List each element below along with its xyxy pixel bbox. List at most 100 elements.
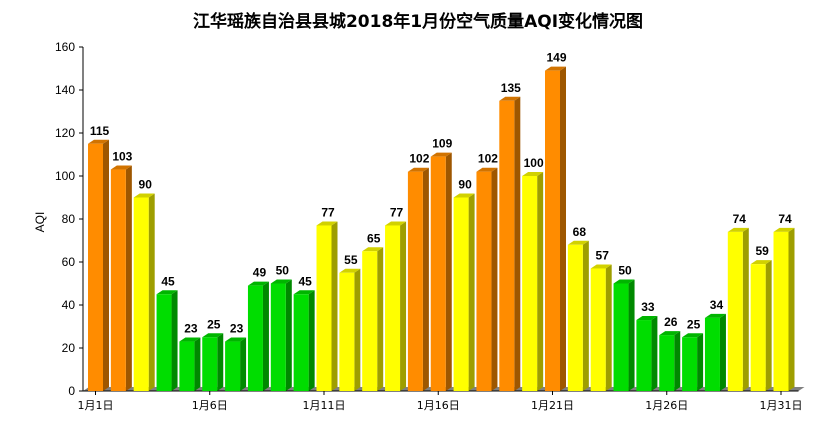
bar-front xyxy=(133,197,149,391)
bar-value-label: 77 xyxy=(390,205,404,219)
bar-top xyxy=(659,331,681,336)
bar-front xyxy=(293,294,309,391)
bar-front xyxy=(590,268,606,391)
bar-value-label: 49 xyxy=(253,266,267,280)
bar xyxy=(613,279,635,391)
bar xyxy=(704,313,726,391)
x-tick-label: 1月16日 xyxy=(417,399,460,412)
bar xyxy=(339,268,361,391)
bar-value-label: 57 xyxy=(596,248,610,262)
bar-value-label: 65 xyxy=(367,231,381,245)
bar xyxy=(636,316,658,391)
bar xyxy=(545,66,566,392)
bar-top xyxy=(225,337,247,342)
x-tick-label: 1月21日 xyxy=(531,399,574,412)
x-tick-label: 1月1日 xyxy=(78,399,114,412)
bar xyxy=(567,240,589,391)
bar-side xyxy=(674,331,681,391)
bar-front xyxy=(522,176,538,391)
bar-top xyxy=(727,227,749,232)
bar xyxy=(499,96,521,391)
bar-value-label: 74 xyxy=(778,212,792,226)
bar xyxy=(110,165,132,391)
bar xyxy=(727,227,749,391)
bar-value-label: 149 xyxy=(546,51,566,65)
bar-side xyxy=(240,337,247,391)
bar xyxy=(316,221,338,391)
bar-top xyxy=(407,167,429,172)
bar-value-label: 45 xyxy=(298,274,312,288)
bar-side xyxy=(628,279,635,391)
bar-side xyxy=(285,279,292,391)
bar-side xyxy=(742,227,749,391)
x-tick-label: 1月11日 xyxy=(303,399,346,412)
bar-side xyxy=(217,333,224,391)
bar-top xyxy=(636,316,658,321)
bar xyxy=(682,333,704,391)
bar-front xyxy=(750,264,766,391)
bar xyxy=(522,172,544,391)
bar-side xyxy=(377,247,384,391)
bar xyxy=(590,264,612,391)
bar-side xyxy=(537,172,544,391)
bar-side xyxy=(125,165,132,391)
bar-front xyxy=(316,225,332,391)
y-tick-label: 120 xyxy=(55,126,75,140)
bar xyxy=(247,281,269,391)
bar-front xyxy=(270,283,286,391)
x-tick-label: 1月31日 xyxy=(760,399,803,412)
bar-value-label: 74 xyxy=(733,212,747,226)
bar-front xyxy=(362,251,378,391)
bar-value-label: 77 xyxy=(321,205,335,219)
bar-front xyxy=(773,231,789,391)
x-tick-label: 1月26日 xyxy=(645,399,688,412)
bar xyxy=(179,337,201,391)
bar-value-label: 109 xyxy=(432,137,452,151)
bar-side xyxy=(765,260,772,391)
bar-value-label: 102 xyxy=(478,152,498,166)
bar-top xyxy=(385,221,407,226)
bar-value-label: 59 xyxy=(755,244,769,258)
bar-side xyxy=(422,167,429,391)
bar-value-label: 33 xyxy=(641,300,655,314)
bar-top xyxy=(247,281,269,286)
y-tick-label: 100 xyxy=(55,169,75,183)
bar-top xyxy=(179,337,201,342)
bar-top xyxy=(156,290,178,295)
bar-side xyxy=(491,167,498,391)
bar-side xyxy=(697,333,704,391)
bar xyxy=(773,227,795,391)
bar-front xyxy=(682,337,698,391)
bar-top xyxy=(133,193,155,198)
y-tick-label: 0 xyxy=(68,384,75,398)
bar-top xyxy=(773,227,795,232)
bar-top xyxy=(499,96,521,101)
chart-x-ticks: 1月1日 1月6日 1月11日 1月16日 1月21日 1月26日 1月31日 xyxy=(78,391,803,412)
bar-side xyxy=(331,221,338,391)
bar-front xyxy=(156,294,172,391)
bar-top xyxy=(362,247,384,252)
bar-top xyxy=(590,264,612,269)
bar-top xyxy=(270,279,292,284)
y-tick-label: 160 xyxy=(55,40,75,54)
bar-value-label: 50 xyxy=(618,264,632,278)
bar xyxy=(430,152,452,391)
y-tick-label: 40 xyxy=(62,298,76,312)
bar-value-label: 68 xyxy=(573,225,587,239)
bar-side xyxy=(445,152,452,391)
bar-value-label: 45 xyxy=(161,274,175,288)
bar-top xyxy=(682,333,704,338)
bar-front xyxy=(613,283,629,391)
bar-front xyxy=(704,317,720,391)
chart-bars xyxy=(88,66,795,392)
bar-top xyxy=(522,172,544,176)
bar-side xyxy=(400,221,407,391)
bar-top xyxy=(476,167,498,172)
bar-front xyxy=(727,231,743,391)
bar-value-label: 102 xyxy=(409,152,429,166)
bar xyxy=(156,290,178,391)
bar-front xyxy=(110,169,126,391)
bar-value-label: 100 xyxy=(524,156,544,170)
bar-side xyxy=(788,227,795,391)
